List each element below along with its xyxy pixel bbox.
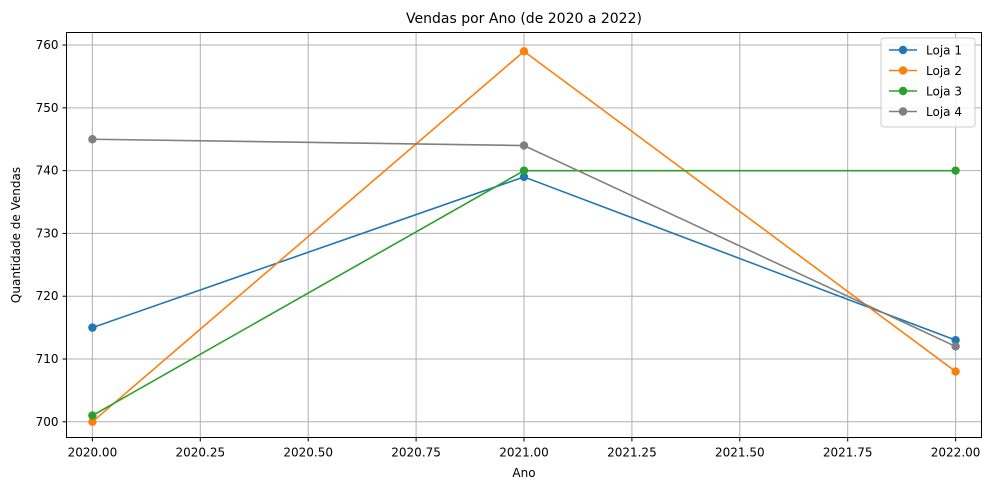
x-tick-label: 2021.75	[823, 446, 873, 460]
grid	[66, 32, 982, 438]
series-loja-1	[88, 172, 960, 345]
data-point	[519, 166, 529, 175]
x-tick-label: 2021.00	[499, 446, 549, 460]
series-loja-2	[88, 47, 960, 427]
data-point	[951, 166, 960, 175]
x-axis: 2020.00 2020.25 2020.50 2020.75 2021.00 2021.…	[68, 437, 981, 460]
data-point	[951, 367, 960, 376]
y-tick-label: 730	[36, 226, 59, 240]
legend-item: Loja 2	[889, 64, 962, 78]
y-tick-label: 720	[36, 289, 59, 303]
y-axis-label: Quantidade de Vendas	[9, 167, 23, 303]
series-layer	[88, 47, 960, 427]
legend-label: Loja 3	[926, 85, 962, 99]
x-tick-label: 2022.00	[931, 446, 981, 460]
legend-item: Loja 3	[889, 85, 962, 99]
legend-marker	[898, 66, 908, 75]
x-tick-label: 2020.75	[391, 446, 441, 460]
legend-marker	[898, 107, 908, 116]
x-tick-label: 2021.50	[715, 446, 765, 460]
data-point	[951, 335, 960, 345]
data-point	[88, 417, 97, 427]
legend-label: Loja 1	[926, 44, 962, 58]
legend-label: Loja 2	[926, 64, 962, 78]
y-tick-label: 750	[36, 101, 59, 115]
chart-title: Vendas por Ano (de 2020 a 2022)	[406, 11, 642, 27]
y-tick-label: 760	[36, 38, 59, 52]
data-point	[88, 411, 97, 420]
x-tick-label: 2020.00	[68, 446, 118, 460]
data-point	[519, 141, 529, 150]
legend-item: Loja 1	[889, 44, 962, 58]
series-loja-4	[88, 135, 960, 351]
data-point	[519, 47, 529, 56]
x-tick-label: 2021.25	[607, 446, 657, 460]
series-loja-3	[88, 166, 960, 420]
data-point	[519, 172, 529, 182]
legend-item: Loja 4	[889, 105, 962, 119]
legend-items: Loja 1 Loja 2 Loja 3 Loja 4	[889, 44, 962, 119]
x-tick-label: 2020.50	[283, 446, 333, 460]
data-point	[951, 342, 960, 351]
data-point	[88, 323, 97, 332]
legend-marker	[898, 86, 908, 96]
y-tick-label: 710	[36, 352, 59, 366]
y-axis: 700 710 720 730 740 750 760	[36, 38, 67, 429]
y-tick-label: 740	[36, 164, 59, 178]
x-tick-label: 2020.25	[175, 446, 225, 460]
y-tick-label: 700	[36, 415, 59, 429]
x-axis-label: Ano	[512, 466, 535, 480]
data-point	[88, 135, 97, 144]
legend-marker	[898, 45, 908, 55]
legend: Loja 1 Loja 2 Loja 3 Loja 4	[880, 37, 976, 128]
legend-box	[880, 37, 976, 128]
legend-label: Loja 4	[926, 105, 962, 119]
